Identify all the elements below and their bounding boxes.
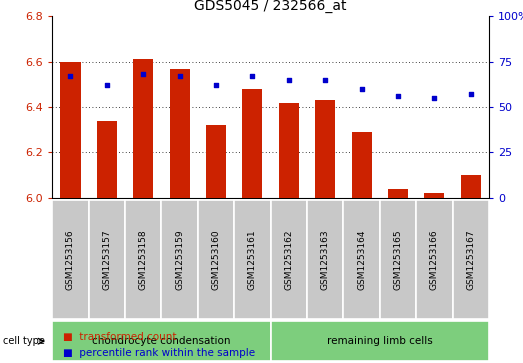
Point [66, 73, 75, 79]
Bar [169, 69, 190, 198]
Point [285, 77, 293, 83]
Point [357, 86, 366, 92]
Bar [380, 200, 416, 319]
Bar [271, 321, 489, 361]
Point [394, 93, 402, 99]
Bar [198, 200, 234, 319]
Text: GSM1253161: GSM1253161 [248, 229, 257, 290]
Text: chondrocyte condensation: chondrocyte condensation [92, 336, 231, 346]
Bar [97, 121, 117, 198]
Bar [315, 100, 335, 198]
Text: GSM1253166: GSM1253166 [430, 229, 439, 290]
Point [103, 82, 111, 88]
Point [248, 73, 257, 79]
Text: GSM1253157: GSM1253157 [103, 229, 111, 290]
Point [139, 72, 147, 77]
Text: ■  transformed count: ■ transformed count [63, 332, 176, 342]
Bar [424, 193, 445, 198]
Bar [89, 200, 125, 319]
Bar [416, 200, 452, 319]
Text: GSM1253156: GSM1253156 [66, 229, 75, 290]
Point [430, 95, 439, 101]
Bar [279, 102, 299, 198]
Point [321, 77, 329, 83]
Title: GDS5045 / 232566_at: GDS5045 / 232566_at [195, 0, 347, 13]
Point [212, 82, 220, 88]
Text: GSM1253160: GSM1253160 [212, 229, 221, 290]
Bar [52, 321, 271, 361]
Bar [344, 200, 380, 319]
Bar [351, 132, 372, 198]
Bar [461, 175, 481, 198]
Bar [243, 89, 263, 198]
Text: GSM1253162: GSM1253162 [285, 229, 293, 290]
Text: GSM1253167: GSM1253167 [467, 229, 475, 290]
Bar [388, 189, 408, 198]
Text: remaining limb cells: remaining limb cells [327, 336, 433, 346]
Point [176, 73, 184, 79]
Text: GSM1253159: GSM1253159 [175, 229, 184, 290]
Text: GSM1253165: GSM1253165 [393, 229, 403, 290]
Bar [271, 200, 307, 319]
Text: GSM1253163: GSM1253163 [321, 229, 329, 290]
Bar [133, 60, 153, 198]
Text: cell type: cell type [3, 336, 44, 346]
Bar [452, 200, 489, 319]
Bar [125, 200, 162, 319]
Bar [206, 125, 226, 198]
Text: GSM1253158: GSM1253158 [139, 229, 148, 290]
Bar [234, 200, 271, 319]
Bar [61, 62, 81, 198]
Text: ■  percentile rank within the sample: ■ percentile rank within the sample [63, 348, 255, 358]
Bar [162, 200, 198, 319]
Point [467, 91, 475, 97]
Bar [307, 200, 344, 319]
Text: GSM1253164: GSM1253164 [357, 229, 366, 290]
Bar [52, 200, 89, 319]
